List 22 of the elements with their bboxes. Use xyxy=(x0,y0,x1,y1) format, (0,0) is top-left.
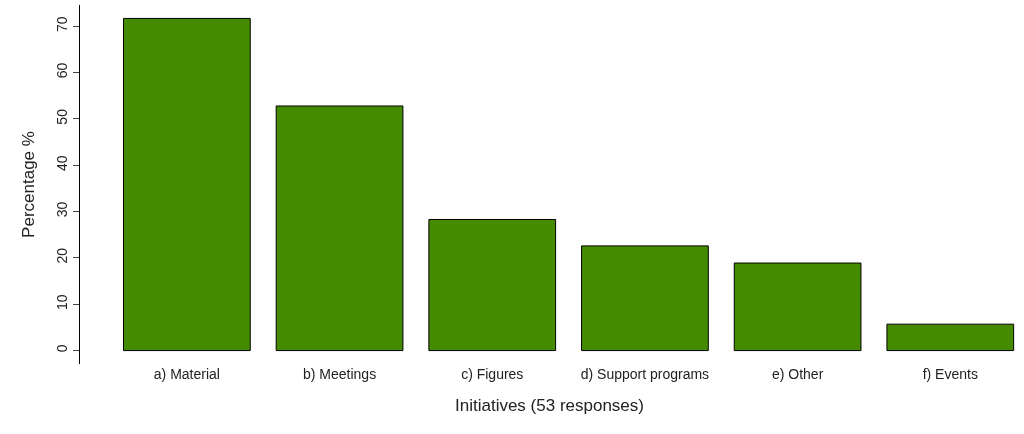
bar xyxy=(428,218,557,352)
y-tick-label: 50 xyxy=(54,108,71,125)
bar xyxy=(886,323,1015,352)
x-axis-title: Initiatives (53 responses) xyxy=(455,396,644,416)
y-tick-label: 20 xyxy=(54,247,71,264)
bar xyxy=(733,262,862,352)
bar xyxy=(581,245,709,352)
x-tick-label: d) Support programs xyxy=(580,366,710,382)
bar xyxy=(123,17,251,352)
y-tick-label: 0 xyxy=(54,344,71,353)
x-tick-label: a) Material xyxy=(153,366,220,382)
x-tick-label: e) Other xyxy=(771,366,824,382)
y-tick-label: 40 xyxy=(54,155,71,171)
y-axis-title: Percentage % xyxy=(18,131,38,238)
y-tick-label: 10 xyxy=(54,294,71,310)
y-tick-label: 60 xyxy=(54,62,71,79)
x-tick-label: c) Figures xyxy=(461,366,524,382)
x-tick-label: f) Events xyxy=(922,366,978,382)
bar xyxy=(275,105,404,352)
y-tick-label: 70 xyxy=(54,16,71,32)
y-tick-label: 30 xyxy=(54,201,71,218)
x-tick-label: b) Meetings xyxy=(302,366,377,382)
